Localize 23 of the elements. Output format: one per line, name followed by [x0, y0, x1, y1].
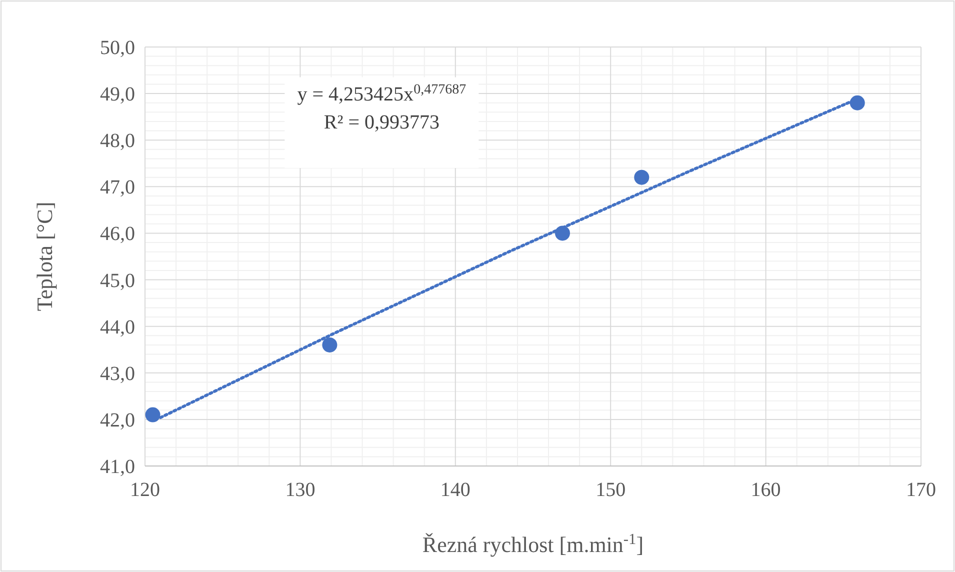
annotation: R² = 0,993773	[324, 112, 440, 134]
y-tick-label: 41,0	[100, 456, 135, 478]
x-tick-label: 140	[440, 479, 470, 501]
x-axis-title: Řezná rychlost [m.min$^{-1}$]	[422, 530, 644, 557]
y-tick-label: 49,0	[100, 84, 135, 106]
point	[145, 407, 160, 422]
y-tick-label: 42,0	[100, 409, 135, 432]
x-tick-label: 160	[750, 479, 781, 501]
x-tick-label: 170	[906, 479, 936, 501]
y-tick-label: 45,0	[100, 270, 135, 292]
annotation: y = 4,253425x$^{0,477687}$	[297, 82, 466, 106]
x-tick-label: 130	[285, 479, 316, 501]
y-tick-label: 43,0	[100, 362, 135, 385]
y-tick-label: 48,0	[100, 130, 135, 152]
y-tick-label: 46,0	[100, 223, 135, 246]
x-tick-label: 120	[130, 479, 160, 501]
point	[322, 337, 338, 352]
y-tick-label: 47,0	[100, 176, 135, 199]
y-tick-label: 44,0	[100, 316, 135, 338]
x-tick-label: 150	[596, 479, 626, 501]
y-axis-title: Teplota [°C]	[32, 202, 57, 312]
y-tick-label: 50,0	[100, 37, 135, 59]
point	[634, 170, 650, 185]
